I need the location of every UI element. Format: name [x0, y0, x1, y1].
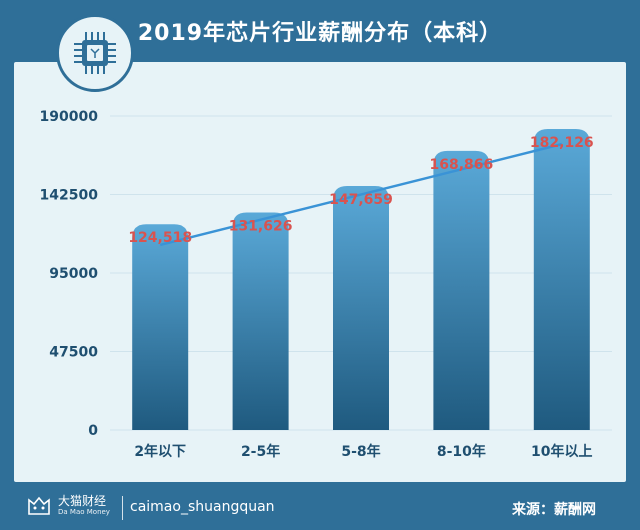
- y-tick-label: 0: [88, 423, 98, 439]
- source-credit: 来源：薪酬网: [512, 502, 596, 518]
- social-handle: caimao_shuangquan: [130, 499, 275, 515]
- y-tick-label: 47500: [49, 345, 98, 361]
- data-label: 124,518: [128, 230, 192, 246]
- bar: [533, 129, 590, 430]
- x-tick-label: 5-8年: [341, 443, 380, 460]
- y-tick-label: 142500: [40, 188, 99, 204]
- x-tick-label: 2年以下: [134, 443, 186, 460]
- y-tick-label: 95000: [49, 266, 98, 282]
- brand: 大猫财经 Da Mao Money: [26, 494, 110, 516]
- cat-logo-icon: [28, 496, 50, 515]
- chart-panel: [14, 62, 626, 482]
- x-tick-label: 10年以上: [531, 443, 592, 460]
- footer-divider: [122, 496, 123, 520]
- bar: [333, 185, 389, 430]
- chart-title: 2019年芯片行业薪酬分布（本科）: [137, 21, 503, 46]
- trend-line: [159, 142, 563, 247]
- data-label: 131,626: [229, 218, 293, 234]
- brand-name: 大猫财经: [58, 493, 107, 508]
- x-tick-label: 2-5年: [241, 443, 280, 460]
- microchip-icon: [56, 14, 134, 92]
- data-label: 168,866: [430, 157, 494, 173]
- data-label: 182,126: [530, 135, 594, 151]
- data-label: 147,659: [329, 192, 393, 208]
- y-tick-label: 190000: [40, 109, 99, 125]
- bar: [232, 212, 289, 430]
- bar-chart: 124,518 131,626 147,659 168,866 182,126 0 475…: [40, 109, 612, 460]
- footer: 大猫财经 Da Mao Money caimao_shuangquan 来源：薪…: [0, 486, 640, 530]
- brand-sub: Da Mao Money: [58, 507, 110, 516]
- bar: [433, 150, 490, 431]
- x-tick-label: 8-10年: [437, 443, 486, 460]
- bar: [132, 224, 189, 430]
